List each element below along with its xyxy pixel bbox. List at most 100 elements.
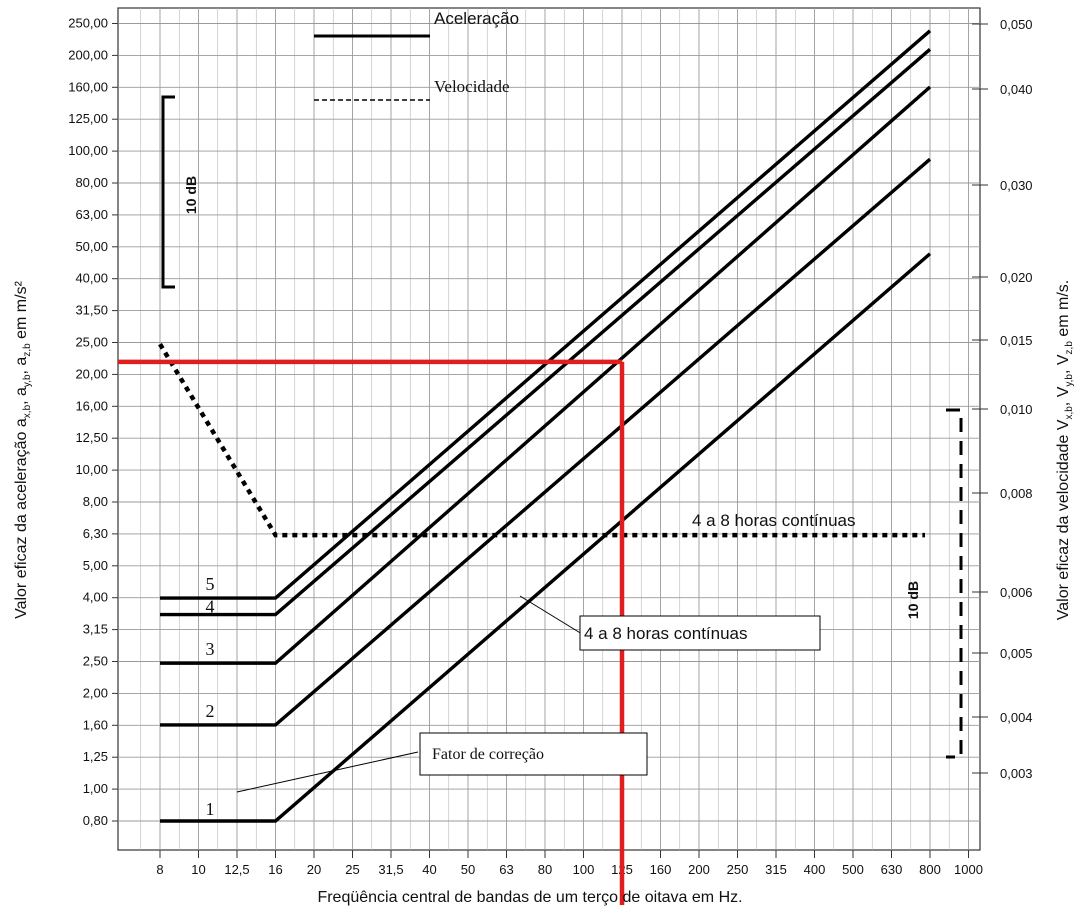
y-right-axis-title: Valor eficaz da velocidade Vx,b, Vy,b, V… [1055,280,1075,620]
x-tick-label: 16 [268,862,282,877]
continuous-leader-line [519,595,583,635]
legend-acceleration-label: Aceleração [434,9,519,28]
y-right-tick-label: 0,006 [1000,585,1033,600]
y-left-tick-label: 50,00 [75,239,108,254]
x-tick-labels: 81012,516202531,540506380100125160200250… [156,862,983,877]
y-right-tick-label: 0,050 [1000,17,1033,32]
y-left-tick-label: 1,00 [83,781,108,796]
y-left-tick-label: 12,50 [75,430,108,445]
x-tick-label: 500 [842,862,864,877]
y-left-title-tail: em m/s² [13,280,30,343]
x-tick-label: 20 [307,862,321,877]
y-left-tick-label: 40,00 [75,271,108,286]
curve-label-continuous-box: 4 a 8 horas contínuas [584,624,748,643]
y-right-title-main: Valor eficaz da velocidade V [1055,419,1072,620]
y-right-title-sub3: z,b [1064,341,1075,355]
y-left-tick-label: 1,25 [83,749,108,764]
series-number-label: 1 [206,799,215,819]
y-left-axis-title: Valor eficaz da aceleração ax,b, ay,b, a… [13,280,33,619]
series-number-label: 2 [206,701,215,721]
x-tick-label: 400 [804,862,826,877]
plot-border [117,7,981,851]
y-left-tick-label: 5,00 [83,558,108,573]
y-left-tick-label: 8,00 [83,494,108,509]
series-line-3 [160,85,932,665]
y-left-tick-label: 100,00 [68,143,108,158]
y-left-tick-label: 10,00 [75,462,108,477]
y-left-tick-label: 3,15 [83,622,108,637]
y-left-tick-label: 2,00 [83,685,108,700]
velocity-curve [158,342,925,538]
db-right-label: 10 dB [905,581,921,619]
x-tick-label: 200 [688,862,710,877]
y-right-tick-label: 0,005 [1000,646,1033,661]
y-right-tick-label: 0,003 [1000,766,1033,781]
x-axis-title: Freqüência central de bandas de um terço… [317,889,742,906]
series-line-1 [160,252,932,823]
db-bracket-right [946,408,963,759]
y-right-title-tail: em m/s. [1055,280,1072,341]
y-left-tick-label: 31,50 [75,303,108,318]
series-line-4 [160,48,932,617]
x-tick-label: 40 [422,862,436,877]
y-left-title-mid1: , a [13,387,30,405]
y-right-title-sub2: y,b [1064,374,1075,387]
y-right-tick-label: 0,004 [1000,710,1033,725]
series-number-label: 3 [206,639,215,659]
y-left-tick-label: 4,00 [83,590,108,605]
y-right-tick-label: 0,030 [1000,178,1033,193]
y-left-tick-label: 25,00 [75,335,108,350]
y-right-tick-labels: 0,003 0,004 0,005 0,006 0,008 0,010 0,015 0,020… [972,17,1033,781]
y-left-tick-labels: 0,80 1,00 1,25 1,60 2,00 2,50 3,15 4,00 5,00 6,30… [68,16,108,829]
x-tick-label: 10 [191,862,205,877]
y-right-tick-label: 0,015 [1000,333,1033,348]
y-left-tick-label: 63,00 [75,207,108,222]
x-tick-label: 800 [919,862,941,877]
curve-label-continuous-top: 4 a 8 horas contínuas [692,511,856,530]
x-tick-label: 100 [573,862,595,877]
y-left-title-mid2: , a [13,357,30,375]
x-tick-label: 25 [345,862,359,877]
x-tick-label: 80 [538,862,552,877]
y-left-title-sub1: x,b [22,404,33,418]
series-line-2 [160,157,932,727]
series-lines: 1 2 3 4 5 [158,29,932,823]
chart-decorations [118,95,963,905]
correction-factor-label: Fator de correção [432,746,544,763]
curve-label-box [579,615,821,651]
series-number-label: 5 [206,574,215,594]
db-bracket-left [161,95,175,289]
y-left-title-main: Valor eficaz da aceleração a [13,418,30,619]
series-line-5 [160,29,932,600]
y-right-tick-label: 0,040 [1000,82,1033,97]
correction-factor-box [419,732,648,776]
y-left-tick-label: 160,00 [68,79,108,94]
x-tick-label: 63 [499,862,513,877]
series-number-label: 4 [206,597,215,617]
y-right-title-sub1: x,b [1064,406,1075,420]
chart-grid [112,7,981,858]
y-left-tick-label: 2,50 [83,654,108,669]
x-tick-label: 315 [765,862,787,877]
correction-leader-line [236,751,419,793]
y-left-tick-label: 125,00 [68,111,108,126]
y-right-tick-label: 0,008 [1000,486,1033,501]
y-left-tick-label: 1,60 [83,717,108,732]
y-left-title-sub2: y,b [22,374,33,387]
y-right-tick-label: 0,010 [1000,402,1033,417]
x-tick-label: 1000 [954,862,983,877]
y-left-tick-label: 250,00 [68,16,108,31]
db-left-label: 10 dB [183,176,199,214]
y-right-tick-label: 0,020 [1000,270,1033,285]
y-left-tick-label: 0,80 [83,813,108,828]
y-left-title-sub3: z,b [22,343,33,357]
x-tick-label: 250 [727,862,749,877]
y-left-tick-label: 6,30 [83,526,108,541]
x-tick-label: 31,5 [378,862,403,877]
legend-velocity-label: Velocidade [434,77,510,96]
y-right-title-mid2: , V [1055,354,1072,374]
x-tick-label: 630 [881,862,903,877]
y-right-title-mid1: , V [1055,386,1072,406]
y-left-tick-label: 80,00 [75,175,108,190]
